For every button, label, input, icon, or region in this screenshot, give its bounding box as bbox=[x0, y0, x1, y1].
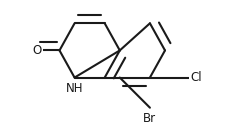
Text: NH: NH bbox=[65, 82, 83, 95]
Text: Cl: Cl bbox=[190, 71, 202, 84]
Text: Br: Br bbox=[143, 112, 156, 125]
Text: O: O bbox=[32, 44, 41, 57]
